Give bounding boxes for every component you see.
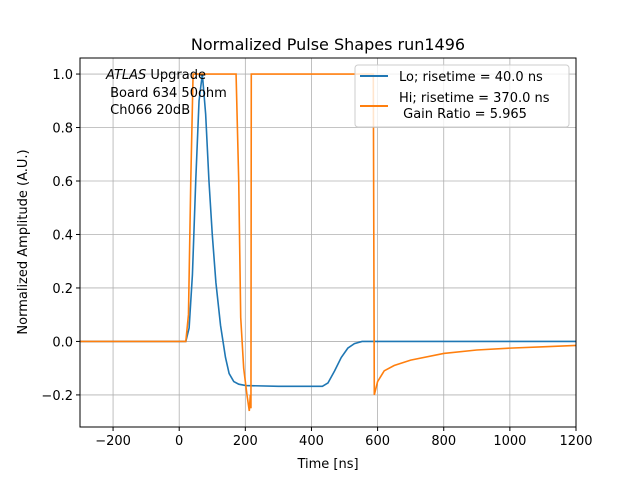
legend-label-hi: Hi; risetime = 370.0 ns bbox=[399, 91, 550, 106]
y-tick-label: −0.2 bbox=[41, 389, 73, 404]
y-tick-label: 0.2 bbox=[52, 282, 73, 297]
legend-box bbox=[354, 64, 570, 128]
svg-text:ATLAS Upgrade: ATLAS Upgrade bbox=[105, 68, 206, 83]
y-tick-label: 0.8 bbox=[52, 122, 73, 137]
y-tick-label: 0.0 bbox=[52, 335, 73, 350]
legend: Lo; risetime = 40.0 ns Hi; risetime = 37… bbox=[354, 64, 570, 128]
x-tick-label: 800 bbox=[431, 434, 456, 449]
x-tick-label: 400 bbox=[299, 434, 324, 449]
x-tick-label: 600 bbox=[365, 434, 390, 449]
annotation-line: Upgrade bbox=[146, 68, 206, 83]
legend-label-lo: Lo; risetime = 40.0 ns bbox=[399, 70, 543, 85]
x-tick-label: 200 bbox=[233, 434, 258, 449]
legend-label-hi-line2: Gain Ratio = 5.965 bbox=[399, 107, 527, 122]
x-tick-label: −200 bbox=[95, 434, 131, 449]
y-tick-label: 1.0 bbox=[52, 68, 73, 83]
x-tick-label: 0 bbox=[175, 434, 183, 449]
x-tick-label: 1200 bbox=[559, 434, 592, 449]
annotation-atlas: ATLAS bbox=[105, 68, 146, 83]
annotation-line: Board 634 50ohm bbox=[106, 86, 227, 101]
x-tick-label: 1000 bbox=[493, 434, 526, 449]
series-line-hi bbox=[80, 73, 577, 412]
y-axis-label: Normalized Amplitude (A.U.) bbox=[16, 149, 31, 334]
annotation-line: Ch066 20dB bbox=[106, 103, 190, 118]
x-axis-label: Time [ns] bbox=[296, 457, 358, 472]
chart-title: Normalized Pulse Shapes run1496 bbox=[191, 35, 465, 54]
series-line-lo bbox=[80, 73, 576, 388]
y-tick-label: 0.6 bbox=[52, 175, 73, 190]
axes-frame bbox=[79, 57, 577, 428]
annotation: ATLAS Upgrade Board 634 50ohm Ch066 20dB bbox=[105, 68, 227, 118]
y-tick-label: 0.4 bbox=[52, 228, 73, 243]
